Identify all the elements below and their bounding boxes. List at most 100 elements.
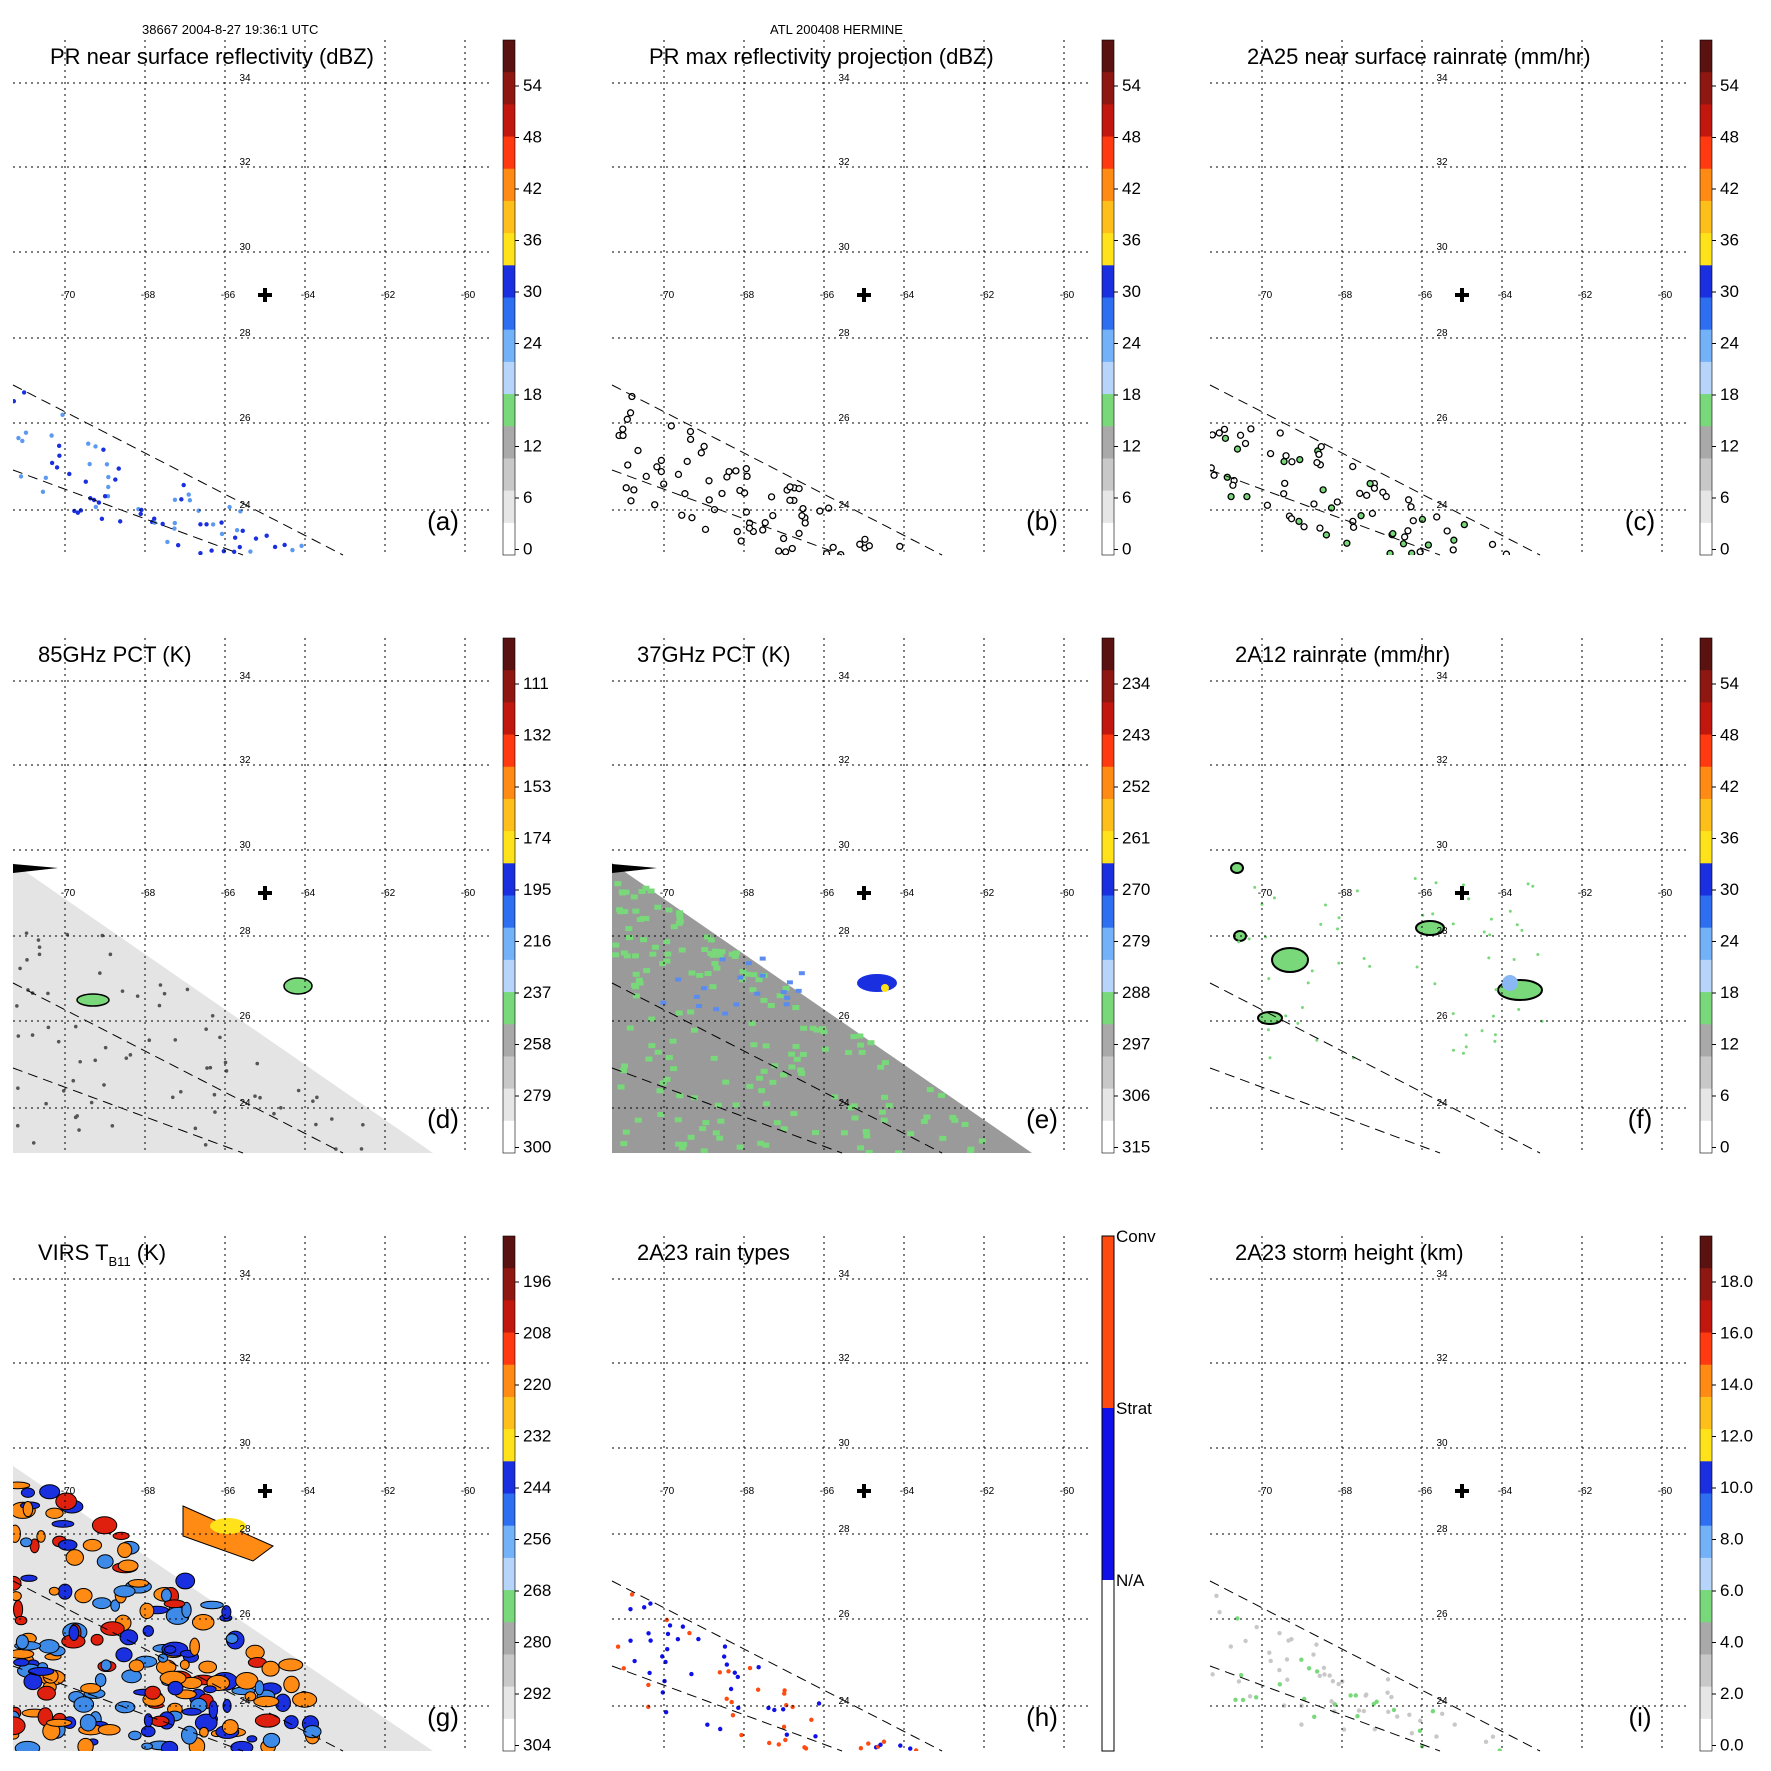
rain-pixel <box>697 449 705 457</box>
cold-cloud <box>55 1492 78 1511</box>
rain-pixel <box>198 522 203 527</box>
rain-pixel <box>1277 1631 1282 1636</box>
colorbar-tick-label: 24 <box>1122 334 1141 353</box>
rain-pixel <box>1431 912 1435 916</box>
cold-cloud <box>128 1659 145 1673</box>
cold-pixel <box>212 1092 217 1097</box>
colorbar-segment <box>503 638 515 671</box>
rain-pixel <box>117 519 123 524</box>
colorbar-segment <box>503 927 515 961</box>
lon-label: -64 <box>1498 888 1513 899</box>
pct-pixel <box>877 1064 885 1070</box>
rain-pixel <box>759 526 767 534</box>
rain-pixel <box>43 475 49 481</box>
rain-pixel <box>1260 902 1264 906</box>
rain-pixel <box>729 1699 734 1705</box>
pct-pixel <box>881 1094 889 1100</box>
rain-pixel <box>689 1671 694 1677</box>
rain-pixel <box>1310 500 1318 508</box>
rain-pixel <box>775 547 783 555</box>
colorbar-segment <box>1700 1268 1712 1301</box>
rain-pixel <box>1267 977 1271 981</box>
cold-cloud <box>112 1531 130 1541</box>
pct-pixel <box>809 1025 817 1031</box>
panel-c-letter: (c) <box>1625 506 1655 536</box>
lat-label: 32 <box>838 157 850 168</box>
rain-pixel <box>632 1658 637 1664</box>
colorbar-tick-label: 195 <box>523 880 551 899</box>
cold-cloud <box>27 1666 55 1676</box>
cold-cloud <box>253 1695 280 1708</box>
colorbar-frame <box>502 39 516 556</box>
rain-pixel <box>60 412 65 418</box>
rain-pixel <box>1464 1045 1468 1049</box>
rain-pixel <box>1282 1703 1287 1708</box>
colorbar-segment <box>1102 458 1114 492</box>
cold-pixel <box>162 991 167 996</box>
rain-pixel <box>1433 982 1437 986</box>
lat-label: 24 <box>838 500 850 511</box>
cold-pixel <box>37 952 42 957</box>
pct-pixel <box>773 1120 781 1126</box>
cold-cloud <box>283 1675 300 1694</box>
pct-pixel <box>760 1068 768 1074</box>
cold-cloud <box>13 1716 26 1736</box>
rain-pixel <box>718 489 726 498</box>
rain-pixel <box>1408 549 1416 555</box>
rain-pixel <box>767 493 776 501</box>
colorbar-segment <box>1102 1088 1114 1122</box>
pct-pixel <box>701 947 709 953</box>
rain-area <box>1415 920 1445 936</box>
rain-pixel <box>196 508 201 513</box>
rain-pixel <box>646 1704 651 1710</box>
pct-pixel <box>678 1145 686 1151</box>
rain-pixel <box>784 1732 790 1737</box>
rain-pixel <box>743 472 751 481</box>
colorbar-segment <box>1700 522 1712 556</box>
lon-label: -70 <box>1258 290 1273 301</box>
colorbar-tick-label: 4.0 <box>1720 1633 1744 1652</box>
colorbar-segment <box>503 1120 515 1154</box>
rain-pixel <box>824 504 833 512</box>
rain-pixel <box>665 1646 670 1652</box>
cold-pixel <box>258 1095 262 1100</box>
rain-pixel <box>1355 889 1359 893</box>
colorbar-segment <box>1102 490 1114 524</box>
rain-area <box>1271 947 1309 973</box>
colorbar-segment <box>1700 1088 1712 1122</box>
pct-pixel <box>757 1140 765 1146</box>
pct-pixel <box>636 917 644 923</box>
pct-pixel <box>780 1072 788 1078</box>
colorbar-segment <box>503 702 515 736</box>
lon-label: -62 <box>381 1486 396 1497</box>
rain-pixel <box>782 1691 787 1696</box>
rain-pixel <box>767 1740 772 1746</box>
rain-pixel <box>18 474 24 479</box>
lon-label: -60 <box>1658 1486 1673 1497</box>
rain-pixel <box>795 529 803 538</box>
lon-label: -60 <box>1060 1486 1075 1497</box>
colorbar-segment <box>1700 168 1712 202</box>
colorbar-segment <box>503 1557 515 1591</box>
pct-pixel <box>850 1103 858 1109</box>
rain-pixel <box>1247 937 1251 941</box>
swath-edge-line <box>611 1665 843 1752</box>
pct-pixel <box>856 1033 864 1039</box>
colorbar-segment <box>1102 72 1114 105</box>
rain-pixel <box>248 549 253 554</box>
pct-pixel <box>703 934 711 940</box>
pct-pixel-blue <box>693 994 700 999</box>
rain-pixel <box>1299 1722 1304 1727</box>
cold-cloud <box>51 1520 75 1528</box>
cold-cloud <box>278 1658 304 1672</box>
cold-cloud <box>38 1639 60 1654</box>
pct-pixel <box>612 942 620 948</box>
lat-label: 26 <box>239 1609 251 1620</box>
colorbar-tick-label: 30 <box>1122 282 1141 301</box>
rain-pixel <box>1254 1695 1259 1700</box>
lat-label: 34 <box>1436 1269 1448 1280</box>
rain-pixel <box>1407 1712 1412 1717</box>
pct-pixel <box>704 971 712 977</box>
cold-cloud <box>127 1578 149 1588</box>
